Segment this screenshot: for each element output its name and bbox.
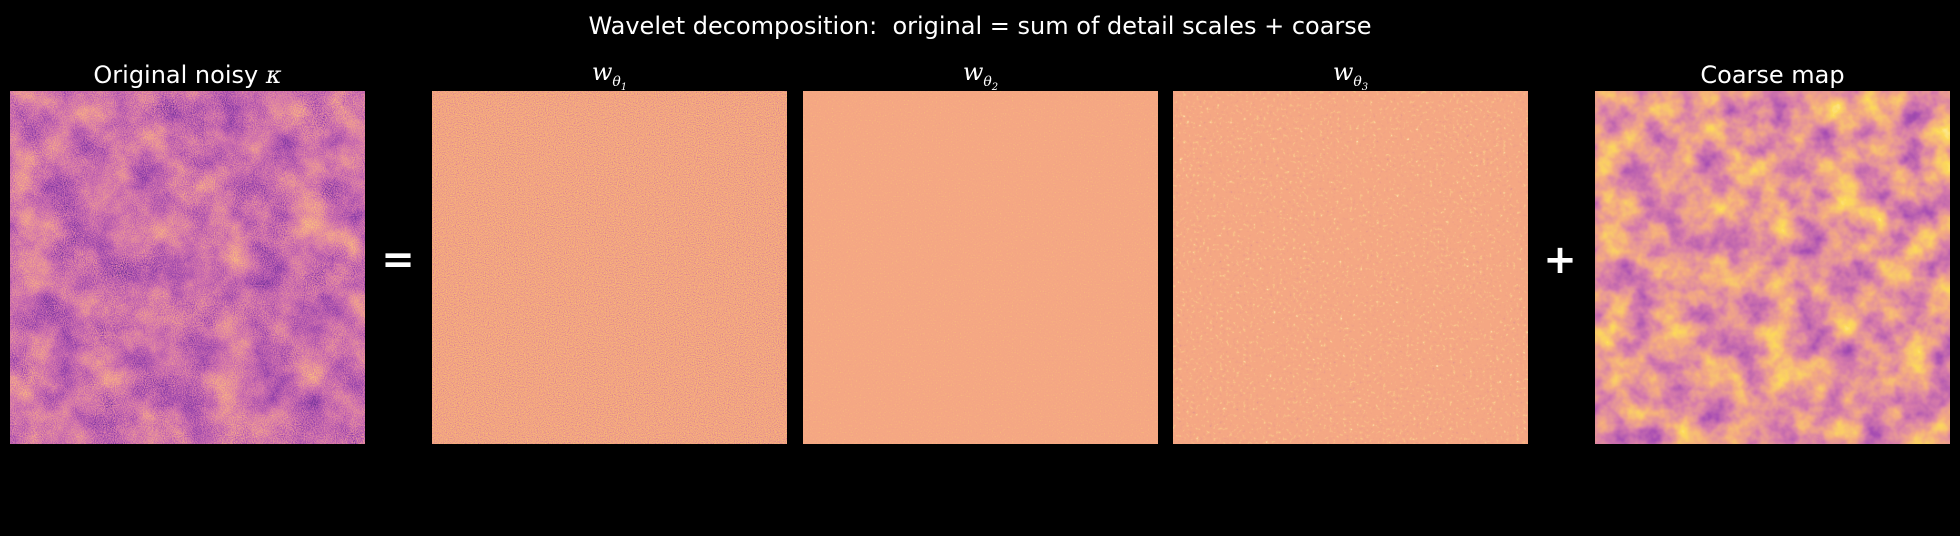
detail-scale-2-map	[803, 91, 1158, 444]
panel-title-original: Original noisy κ	[93, 61, 282, 89]
detail-scale-3-map	[1173, 91, 1528, 444]
panel-title-coarse: Coarse map	[1700, 61, 1845, 89]
original-kappa-map	[10, 91, 365, 444]
detail-scale-1-map	[432, 91, 787, 444]
panel-title-w-theta2: wθ2	[962, 58, 999, 93]
panel-title-w-theta3: wθ3	[1332, 58, 1369, 93]
figure-suptitle: Wavelet decomposition: original = sum of…	[588, 12, 1372, 40]
plus-operator: +	[1543, 237, 1577, 283]
equals-operator: =	[381, 237, 415, 283]
panel-title-w-theta1: wθ1	[591, 58, 628, 93]
coarse-map	[1595, 91, 1950, 444]
